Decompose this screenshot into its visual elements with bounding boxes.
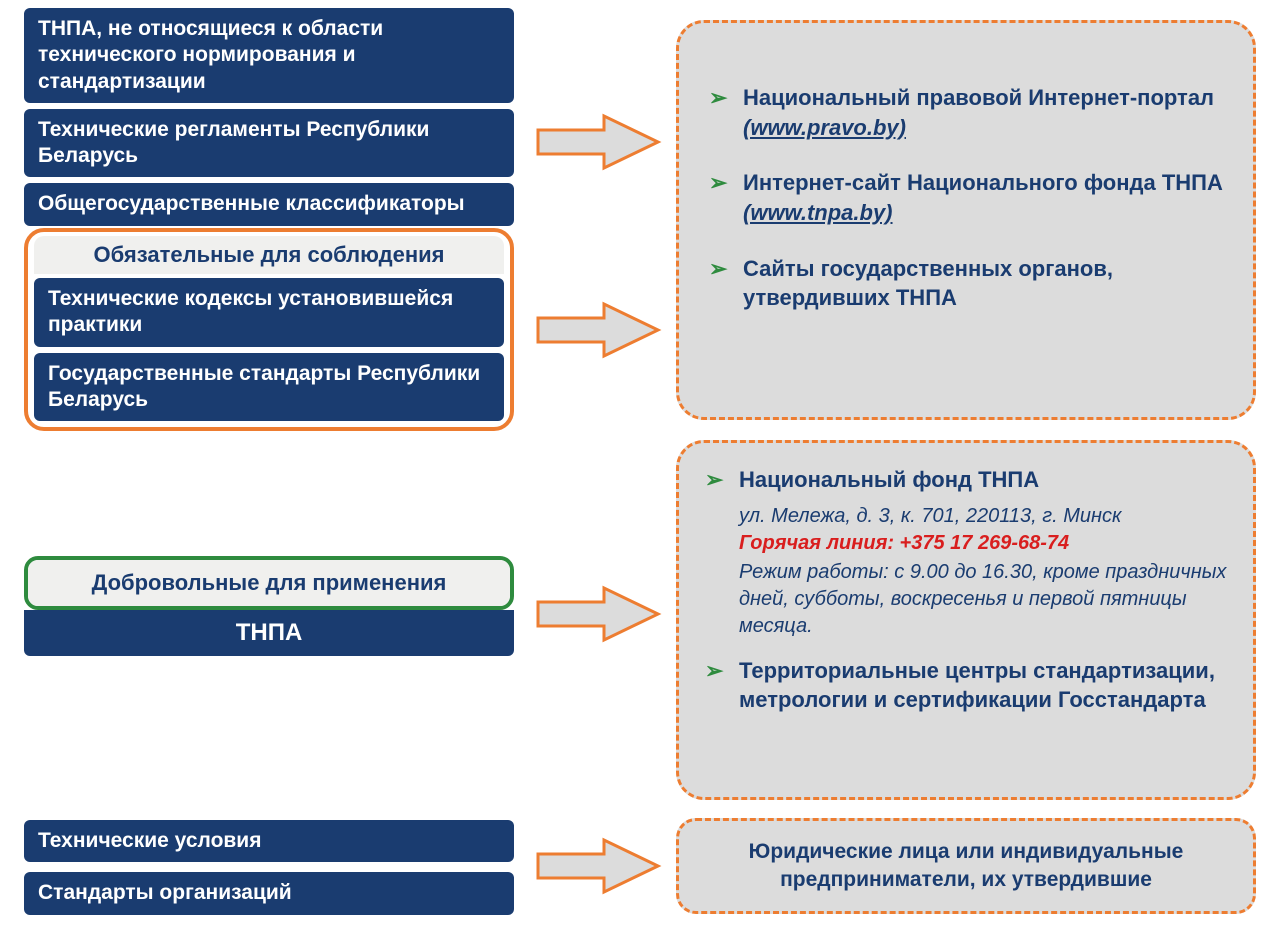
box-tnpa: ТНПА: [24, 610, 514, 656]
panel-national-fund: Национальный фонд ТНПА ул. Мележа, д. 3,…: [676, 440, 1256, 800]
left-bottom-group: Технические условия Стандарты организаци…: [24, 820, 514, 915]
arrow-icon: [534, 112, 662, 172]
arrow-2: [534, 300, 662, 360]
natfund-hotline: Горячая линия: +375 17 269-68-74: [739, 530, 1227, 557]
mandatory-frame: Обязательные для соблюдения Технические …: [24, 228, 514, 431]
box-org-standards: Стандарты организаций: [24, 872, 514, 914]
box-tnpa-nonscope: ТНПА, не относящиеся к области техническ…: [24, 8, 514, 103]
box-classifiers: Общегосударственные классификаторы: [24, 183, 514, 225]
mandatory-header: Обязательные для соблюдения: [34, 236, 504, 274]
panel-sources: Национальный правовой Интернет-портал (w…: [676, 20, 1256, 420]
bullet-tnpa: Интернет-сайт Национального фонда ТНПА (…: [709, 168, 1223, 227]
box-state-standards: Государственные стандарты Республики Бел…: [34, 353, 504, 422]
bullet-pravo-text: Национальный правовой Интернет-портал: [743, 85, 1214, 110]
natfund-title: Национальный фонд ТНПА: [739, 467, 1039, 492]
box-tech-reglament: Технические регламенты Республики Белару…: [24, 109, 514, 178]
bullet-gov-sites: Сайты государственных органов, утвердивш…: [709, 254, 1223, 313]
natfund-hours: Режим работы: с 9.00 до 16.30, кроме пра…: [739, 559, 1227, 640]
tnpa-url: (www.tnpa.by): [743, 200, 893, 225]
box-tech-conditions: Технические условия: [24, 820, 514, 862]
arrow-3: [534, 584, 662, 644]
voluntary-frame: Добровольные для применения: [24, 556, 514, 610]
bullet-tnpa-text: Интернет-сайт Национального фонда ТНПА: [743, 170, 1223, 195]
voluntary-header: Добровольные для применения: [28, 560, 510, 606]
arrow-1: [534, 112, 662, 172]
bullet-territorial: Территориальные центры стандартизации, м…: [705, 656, 1227, 715]
panel-legal-entities: Юридические лица или индивидуальные пред…: [676, 818, 1256, 914]
natfund-addr: ул. Мележа, д. 3, к. 701, 220113, г. Мин…: [739, 503, 1227, 530]
left-top-group: ТНПА, не относящиеся к области техническ…: [24, 8, 514, 226]
bullet-pravo: Национальный правовой Интернет-портал (w…: [709, 83, 1223, 142]
voluntary-group: Добровольные для применения ТНПА: [24, 556, 514, 656]
legal-entities-text: Юридические лица или индивидуальные пред…: [703, 838, 1229, 895]
bullet-natfund: Национальный фонд ТНПА ул. Мележа, д. 3,…: [705, 465, 1227, 640]
arrow-icon: [534, 300, 662, 360]
box-tech-codes: Технические кодексы установившейся практ…: [34, 278, 504, 347]
arrow-4: [534, 836, 662, 896]
arrow-icon: [534, 836, 662, 896]
arrow-icon: [534, 584, 662, 644]
pravo-url: (www.pravo.by): [743, 115, 906, 140]
